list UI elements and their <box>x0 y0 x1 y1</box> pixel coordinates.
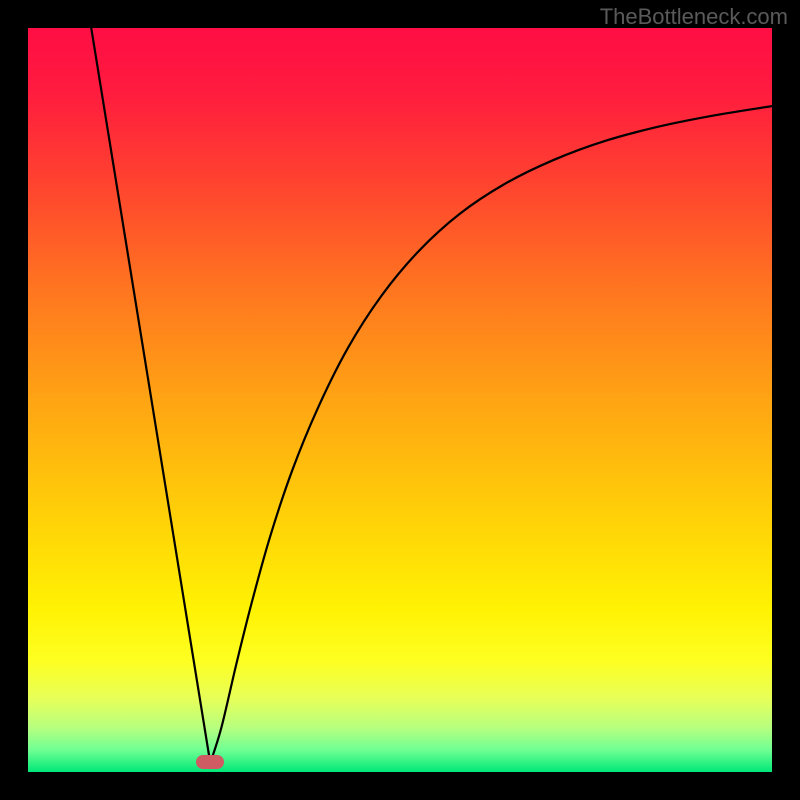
bottleneck-curve <box>91 28 772 763</box>
plot-area <box>28 28 772 772</box>
chart-stage: TheBottleneck.com <box>0 0 800 800</box>
curve-layer <box>28 28 772 772</box>
min-marker <box>196 755 224 769</box>
watermark-label: TheBottleneck.com <box>600 4 788 30</box>
